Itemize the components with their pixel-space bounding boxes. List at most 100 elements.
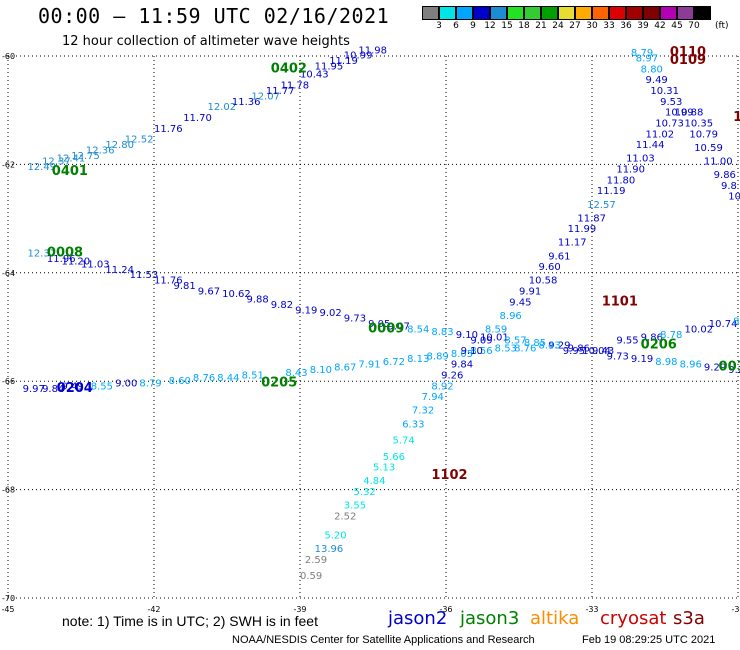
y-tick-label: -68 [2, 486, 15, 495]
wave-height-label: 10.01 [480, 333, 509, 344]
legend-cryosat: cryosat [600, 608, 667, 629]
wave-height-label: 9.61 [548, 251, 570, 262]
wave-height-label: 8.97 [636, 53, 658, 64]
wave-height-label: 9.10 [456, 330, 478, 341]
wave-height-label: 6.72 [383, 357, 405, 368]
wave-height-label: 5.74 [392, 436, 414, 447]
wave-height-label: 9.67 [198, 286, 220, 297]
colorbar-swatch [643, 6, 660, 20]
colorbar-unit: (ft) [715, 21, 729, 31]
wave-height-label: 9.10 [461, 346, 483, 357]
wave-height-label: 8.85 [524, 338, 546, 349]
pass-label: 0110 [670, 45, 706, 60]
wave-height-label: 8.51 [242, 370, 264, 381]
wave-height-label: 8.78 [660, 330, 682, 341]
wave-height-label: 11.98 [358, 45, 387, 56]
wave-height-label: 11.24 [105, 265, 134, 276]
wave-height-label: 10.58 [529, 276, 558, 287]
x-tick-label: -42 [147, 605, 160, 614]
wave-height-label: 11.87 [577, 213, 606, 224]
colorbar-swatch [422, 6, 439, 20]
pass-label: 0204 [57, 381, 93, 396]
wave-height-label: 10.59 [694, 143, 723, 154]
wave-height-label: 10.62 [222, 289, 251, 300]
wave-height-label: 12.36 [86, 146, 115, 157]
wave-height-label: 11.03 [626, 154, 655, 165]
wave-height-label: 2.52 [334, 511, 356, 522]
wave-height-label: 9.88 [246, 295, 268, 306]
pass-label: 1102 [431, 468, 467, 483]
colorbar-swatch [473, 6, 490, 20]
wave-height-label: 9.45 [509, 297, 531, 308]
wave-height-label: 10.73 [655, 118, 684, 129]
wave-height-label: 9.84 [42, 384, 64, 395]
colorbar-swatch [524, 6, 541, 20]
wave-height-label: 8.89 [427, 352, 449, 363]
wave-height-label: 8.80 [641, 64, 663, 75]
wave-height-label: 9.09 [470, 335, 492, 346]
wave-height-label: 9.97 [23, 384, 45, 395]
pass-label: 1101 [602, 294, 638, 309]
wave-height-label: 9.29 [704, 362, 726, 373]
legend-s3a: s3a [673, 608, 705, 629]
wave-height-label: 8.96 [680, 360, 702, 371]
wave-height-label: 10.35 [684, 118, 713, 129]
wave-height-label: 9.00 [115, 379, 137, 390]
wave-height-label: 11.02 [646, 129, 675, 140]
wave-height-label: 12.75 [71, 151, 100, 162]
wave-height-label: 12.37 [42, 156, 71, 167]
wave-height-label: 9.86 [568, 343, 590, 354]
wave-height-label: 9.43 [592, 346, 614, 357]
wave-height-label: 10.43 [300, 70, 329, 81]
pass-label: 0401 [52, 164, 88, 179]
wave-height-label: 8.79 [631, 48, 653, 59]
wave-height-label: 9.8 [721, 181, 737, 192]
wave-height-label: 13.96 [315, 544, 344, 555]
wave-height-label: 3.55 [344, 501, 366, 512]
wave-height-label: 9.02 [319, 308, 341, 319]
colorbar-swatch [456, 6, 473, 20]
colorbar-swatch [626, 6, 643, 20]
wave-height-label: 8.57 [504, 335, 526, 346]
wave-height-label: 0.59 [300, 571, 322, 582]
wave-height-label: 9.95 [563, 346, 585, 357]
wave-height-label: 10.99 [344, 51, 373, 62]
wave-height-label: 8.76 [514, 343, 536, 354]
wave-height-label: 9.91 [519, 286, 541, 297]
colorbar-label: 45 [671, 21, 683, 31]
wave-height-label: 9.05 [368, 319, 390, 330]
wave-height-label: 8.76 [193, 373, 215, 384]
pass-label: 0109 [670, 53, 706, 68]
wave-height-label: 11.17 [558, 238, 587, 249]
colorbar-swatch [660, 6, 677, 20]
wave-height-label: 7.94 [422, 392, 444, 403]
wave-height-label: 12.52 [125, 135, 154, 146]
pass-label: 0008 [47, 246, 83, 261]
colorbar-swatch [439, 6, 456, 20]
wave-height-label: 8.60 [169, 376, 191, 387]
x-tick-label: -30 [731, 605, 740, 614]
wave-height-label: 11.53 [130, 270, 159, 281]
wave-height-label: 11.03 [81, 259, 110, 270]
wave-height-label: 8.43 [285, 368, 307, 379]
wave-height-label: 11.76 [154, 124, 183, 135]
wave-height-label: 11.78 [281, 81, 310, 92]
wave-height-label: 2.59 [305, 555, 327, 566]
wave-height-label: 8.7 [733, 316, 740, 327]
wave-height-label: 8.56 [470, 346, 492, 357]
y-tick-label: -70 [2, 594, 15, 603]
colorbar-label: 33 [603, 21, 615, 31]
wave-height-label: 10.88 [675, 108, 704, 119]
wave-height-label: 9.84 [451, 360, 473, 371]
wave-height-label: 6.33 [402, 419, 424, 430]
wave-height-label: 10.99 [665, 108, 694, 119]
wave-height-label: 12.49 [27, 162, 56, 173]
wave-height-label: 8.13 [407, 354, 429, 365]
wave-height-label: 7.32 [412, 406, 434, 417]
wave-height-label: 11.96 [47, 254, 76, 265]
colorbar-label: 15 [501, 21, 513, 31]
wave-height-label: 9.82 [271, 300, 293, 311]
colorbar-label: 42 [654, 21, 666, 31]
wave-height-label: 11.19 [597, 186, 626, 197]
wave-height-label: 10.02 [684, 324, 713, 335]
